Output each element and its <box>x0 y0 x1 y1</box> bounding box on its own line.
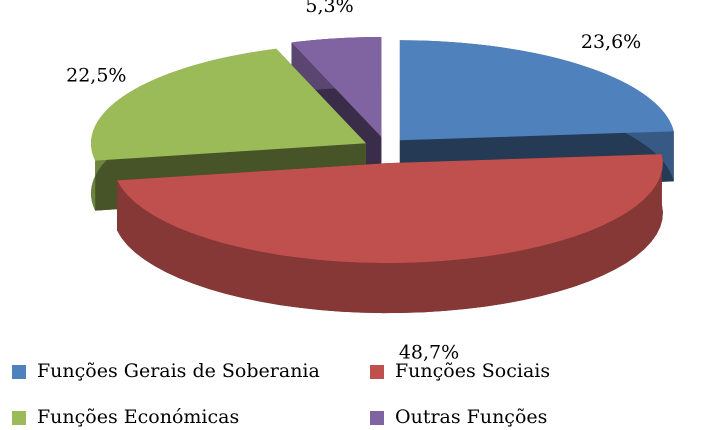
legend-swatch <box>370 365 384 379</box>
slice <box>399 40 674 141</box>
data-label: 5,3% <box>305 0 353 17</box>
legend-swatch <box>370 411 384 425</box>
slice <box>291 36 382 137</box>
legend-label: Funções Económicas <box>37 406 239 428</box>
slice <box>117 154 663 264</box>
data-label: 23,6% <box>581 31 641 53</box>
data-label: 22,5% <box>66 64 126 86</box>
data-label: 48,7% <box>399 342 459 364</box>
legend-swatch <box>12 365 26 379</box>
legend-swatch <box>12 411 26 425</box>
slice-wall <box>117 154 663 314</box>
legend-label: Funções Gerais de Soberania <box>37 360 320 382</box>
legend-label: Funções Sociais <box>395 360 550 382</box>
legend-label: Outras Funções <box>395 406 547 428</box>
slice <box>91 48 367 161</box>
